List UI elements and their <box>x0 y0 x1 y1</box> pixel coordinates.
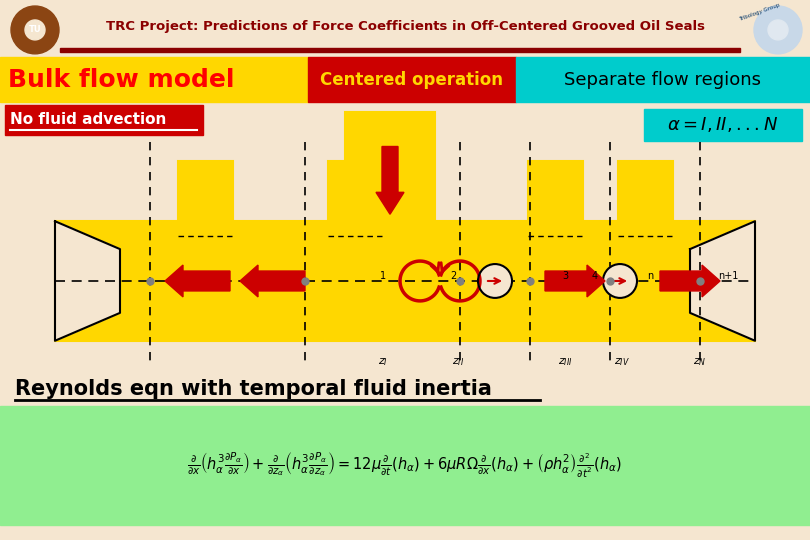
Text: $\alpha = I, II,...N$: $\alpha = I, II,...N$ <box>667 115 778 134</box>
Bar <box>528 161 583 221</box>
Bar <box>0 57 308 102</box>
Bar <box>178 161 233 221</box>
Circle shape <box>603 264 637 298</box>
Text: Bulk flow model: Bulk flow model <box>8 68 235 92</box>
Text: Tribology Group: Tribology Group <box>739 2 781 22</box>
Text: n: n <box>647 271 653 281</box>
Bar <box>328 161 383 221</box>
FancyArrow shape <box>240 265 305 297</box>
Bar <box>0 2 810 57</box>
FancyArrow shape <box>165 265 230 297</box>
Bar <box>516 57 810 102</box>
FancyArrow shape <box>545 265 605 297</box>
FancyArrow shape <box>660 265 720 297</box>
Text: $z_{II}$: $z_{II}$ <box>452 357 464 368</box>
Polygon shape <box>690 221 755 341</box>
Circle shape <box>478 264 512 298</box>
Text: 3: 3 <box>562 271 568 281</box>
Text: TU: TU <box>28 25 41 35</box>
Text: Separate flow regions: Separate flow regions <box>565 71 761 89</box>
Bar <box>60 48 740 52</box>
Circle shape <box>754 6 802 54</box>
Bar <box>618 161 673 221</box>
Text: $\frac{\partial}{\partial x}\left(h_\alpha^3\frac{\partial P_\alpha}{\partial x}: $\frac{\partial}{\partial x}\left(h_\alp… <box>187 451 623 480</box>
Bar <box>644 109 802 140</box>
Text: 4: 4 <box>592 271 598 281</box>
Bar <box>55 221 755 341</box>
Bar <box>0 406 810 525</box>
Bar <box>5 105 203 134</box>
Text: Oil supply: Oil supply <box>356 113 424 126</box>
Text: $z_{IV}$: $z_{IV}$ <box>614 357 630 368</box>
Polygon shape <box>55 221 120 341</box>
Text: $z_I$: $z_I$ <box>378 357 388 368</box>
Text: No fluid advection: No fluid advection <box>10 112 166 127</box>
FancyArrow shape <box>376 146 404 214</box>
Bar <box>308 57 516 102</box>
Text: $z_{III}$: $z_{III}$ <box>558 357 573 368</box>
Text: 1: 1 <box>380 271 386 281</box>
Circle shape <box>25 20 45 40</box>
Circle shape <box>11 6 59 54</box>
Text: 2: 2 <box>450 271 456 281</box>
Bar <box>345 112 435 221</box>
Text: Centered operation: Centered operation <box>321 71 504 89</box>
Text: Reynolds eqn with temporal fluid inertia: Reynolds eqn with temporal fluid inertia <box>15 379 492 399</box>
Text: TRC Project: Predictions of Force Coefficients in Off-Centered Grooved Oil Seals: TRC Project: Predictions of Force Coeffi… <box>105 21 705 33</box>
Text: n+1: n+1 <box>718 271 738 281</box>
Text: $z_N$: $z_N$ <box>693 357 707 368</box>
Circle shape <box>768 20 788 40</box>
